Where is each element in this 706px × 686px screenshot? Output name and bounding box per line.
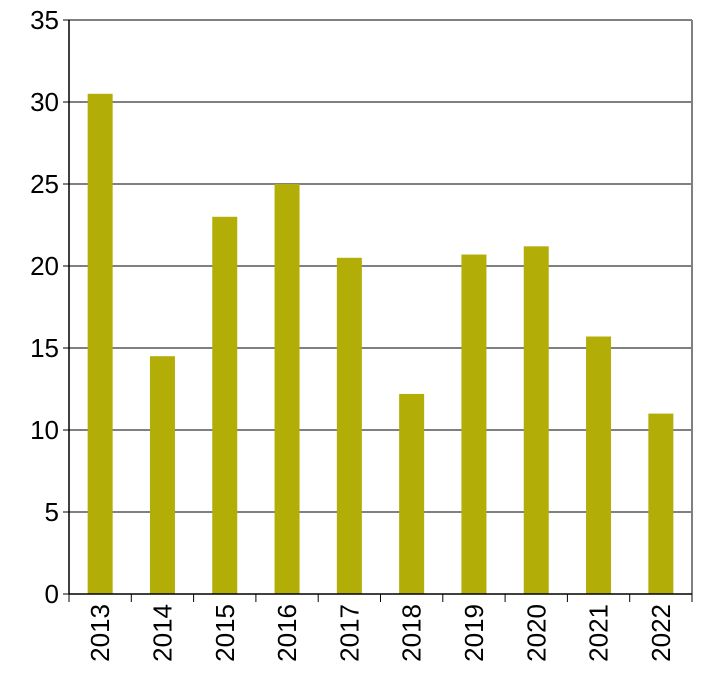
x-tick-labels: 2013 2014 2015 2016 2017 2018 2019 2020 2021 2022 [85, 604, 676, 662]
x-tick-label: 2018 [397, 604, 427, 662]
y-tick-label: 10 [30, 415, 59, 445]
bar-2021 [586, 336, 612, 594]
y-tick-label: 20 [30, 251, 59, 281]
bars [87, 93, 674, 595]
bar-2015 [212, 216, 238, 595]
x-tick-label: 2014 [147, 604, 177, 662]
x-tick-label: 2017 [334, 604, 364, 662]
bar-2022 [648, 413, 674, 594]
y-tick-label: 35 [30, 5, 59, 35]
y-tick-label: 0 [45, 579, 59, 609]
x-tick-label: 2021 [584, 604, 614, 662]
bar-2016 [274, 184, 300, 594]
bar-2013 [87, 93, 113, 595]
x-tick-label: 2015 [210, 604, 240, 662]
y-tick-label: 30 [30, 87, 59, 117]
x-tick-label: 2022 [646, 604, 676, 662]
bar-2014 [149, 356, 175, 594]
bar-2018 [399, 393, 425, 594]
bar-2017 [336, 257, 362, 594]
y-tick-labels: 0 5 10 15 20 25 30 35 [30, 5, 59, 609]
x-tick-label: 2016 [272, 604, 302, 662]
bar-2019 [461, 254, 487, 594]
y-tick-label: 15 [30, 333, 59, 363]
x-tick-label: 2013 [85, 604, 115, 662]
y-tick-label: 25 [30, 169, 59, 199]
y-tick-label: 5 [45, 497, 59, 527]
x-tick-label: 2019 [459, 604, 489, 662]
bar-2020 [523, 246, 549, 594]
axes [63, 19, 693, 602]
x-tick-label: 2020 [521, 604, 551, 662]
